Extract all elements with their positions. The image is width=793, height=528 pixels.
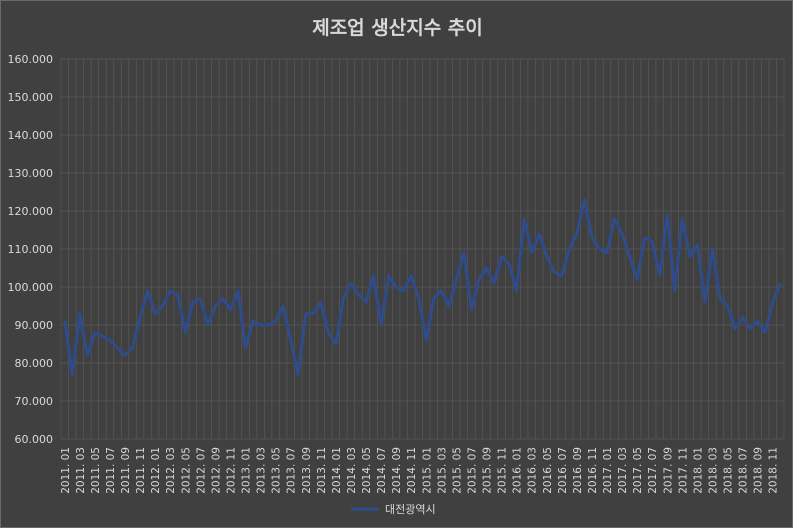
x-tick-label: 2017. 09 xyxy=(662,447,674,494)
x-tick-label: 2014. 11 xyxy=(406,447,418,494)
x-tick-label: 2015. 01 xyxy=(421,447,433,494)
x-tick-label: 2018. 11 xyxy=(768,447,780,494)
x-tick-label: 2012. 01 xyxy=(150,447,162,494)
x-tick-label: 2016. 05 xyxy=(542,447,554,494)
y-tick-label: 160.000 xyxy=(8,53,54,66)
chart-title: 제조업 생산지수 추이 xyxy=(312,17,483,39)
x-tick-label: 2011. 07 xyxy=(105,447,117,494)
x-tick-label: 2016. 09 xyxy=(572,447,584,494)
x-tick-label: 2017. 01 xyxy=(602,447,614,494)
x-tick-label: 2012. 05 xyxy=(180,447,192,494)
x-tick-label: 2013. 01 xyxy=(241,447,253,494)
x-tick-label: 2014. 05 xyxy=(361,447,373,494)
series-line xyxy=(63,198,782,376)
x-tick-label: 2018. 01 xyxy=(692,447,704,494)
x-tick-label: 2012. 03 xyxy=(165,447,177,494)
x-tick-label: 2013. 09 xyxy=(301,447,313,494)
x-tick-label: 2012. 11 xyxy=(225,447,237,494)
x-tick-label: 2017. 07 xyxy=(647,447,659,494)
y-tick-label: 100.000 xyxy=(8,281,54,294)
x-tick-label: 2011. 09 xyxy=(120,447,132,494)
y-tick-label: 60.000 xyxy=(15,433,54,446)
x-tick-label: 2016. 01 xyxy=(512,447,524,494)
x-tick-label: 2013. 11 xyxy=(316,447,328,494)
x-tick-label: 2011. 11 xyxy=(135,447,147,494)
x-tick-label: 2018. 05 xyxy=(723,447,735,494)
x-tick-label: 2015. 05 xyxy=(451,447,463,494)
x-tick-label: 2015. 11 xyxy=(497,447,509,494)
x-tick-label: 2018. 09 xyxy=(753,447,765,494)
legend-label: 대전광역시 xyxy=(385,503,436,516)
x-tick-label: 2018. 07 xyxy=(738,447,750,494)
y-tick-label: 130.000 xyxy=(8,167,54,180)
x-tick-label: 2012. 07 xyxy=(195,447,207,494)
y-tick-label: 120.000 xyxy=(8,205,54,218)
x-tick-label: 2011. 03 xyxy=(75,447,87,494)
x-tick-label: 2018. 03 xyxy=(707,447,719,494)
x-tick-label: 2016. 03 xyxy=(527,447,539,494)
x-tick-label: 2017. 11 xyxy=(677,447,689,494)
x-tick-label: 2014. 09 xyxy=(391,447,403,494)
y-tick-label: 70.000 xyxy=(15,395,54,408)
x-tick-label: 2016. 11 xyxy=(587,447,599,494)
x-tick-label: 2015. 09 xyxy=(482,447,494,494)
x-tick-label: 2013. 07 xyxy=(286,447,298,494)
x-tick-label: 2011. 01 xyxy=(60,447,72,494)
x-tick-label: 2014. 01 xyxy=(331,447,343,494)
x-tick-label: 2013. 05 xyxy=(271,447,283,494)
x-tick-label: 2015. 03 xyxy=(436,447,448,494)
y-tick-label: 140.000 xyxy=(8,129,54,142)
y-tick-label: 110.000 xyxy=(8,243,54,256)
x-tick-label: 2016. 07 xyxy=(557,447,569,494)
x-tick-label: 2014. 07 xyxy=(376,447,388,494)
x-tick-label: 2014. 03 xyxy=(346,447,358,494)
y-tick-label: 150.000 xyxy=(8,91,54,104)
x-tick-label: 2017. 05 xyxy=(632,447,644,494)
y-tick-label: 80.000 xyxy=(15,357,54,370)
x-tick-label: 2011. 05 xyxy=(90,447,102,494)
x-tick-label: 2017. 03 xyxy=(617,447,629,494)
x-tick-label: 2015. 07 xyxy=(466,447,478,494)
y-tick-label: 90.000 xyxy=(15,319,54,332)
x-tick-label: 2013. 03 xyxy=(256,447,268,494)
x-tick-label: 2012. 09 xyxy=(210,447,222,494)
